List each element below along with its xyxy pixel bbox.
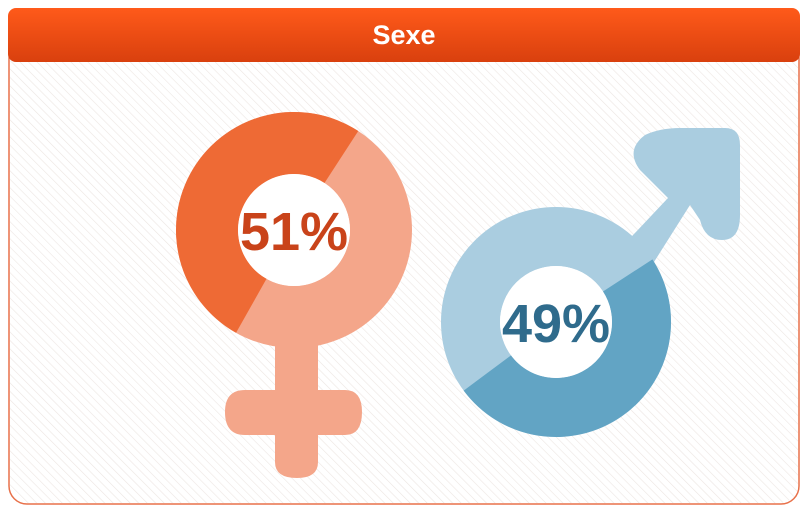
ring-segment [463,259,672,438]
chart-title: Sexe [372,20,435,50]
header-bar [8,8,800,62]
ring-segment [175,111,359,333]
female-cross [225,330,362,478]
value-label: 51% [240,202,348,262]
ring-hole [500,266,612,378]
ring-hole [238,174,350,286]
value-label: 49% [502,294,610,354]
